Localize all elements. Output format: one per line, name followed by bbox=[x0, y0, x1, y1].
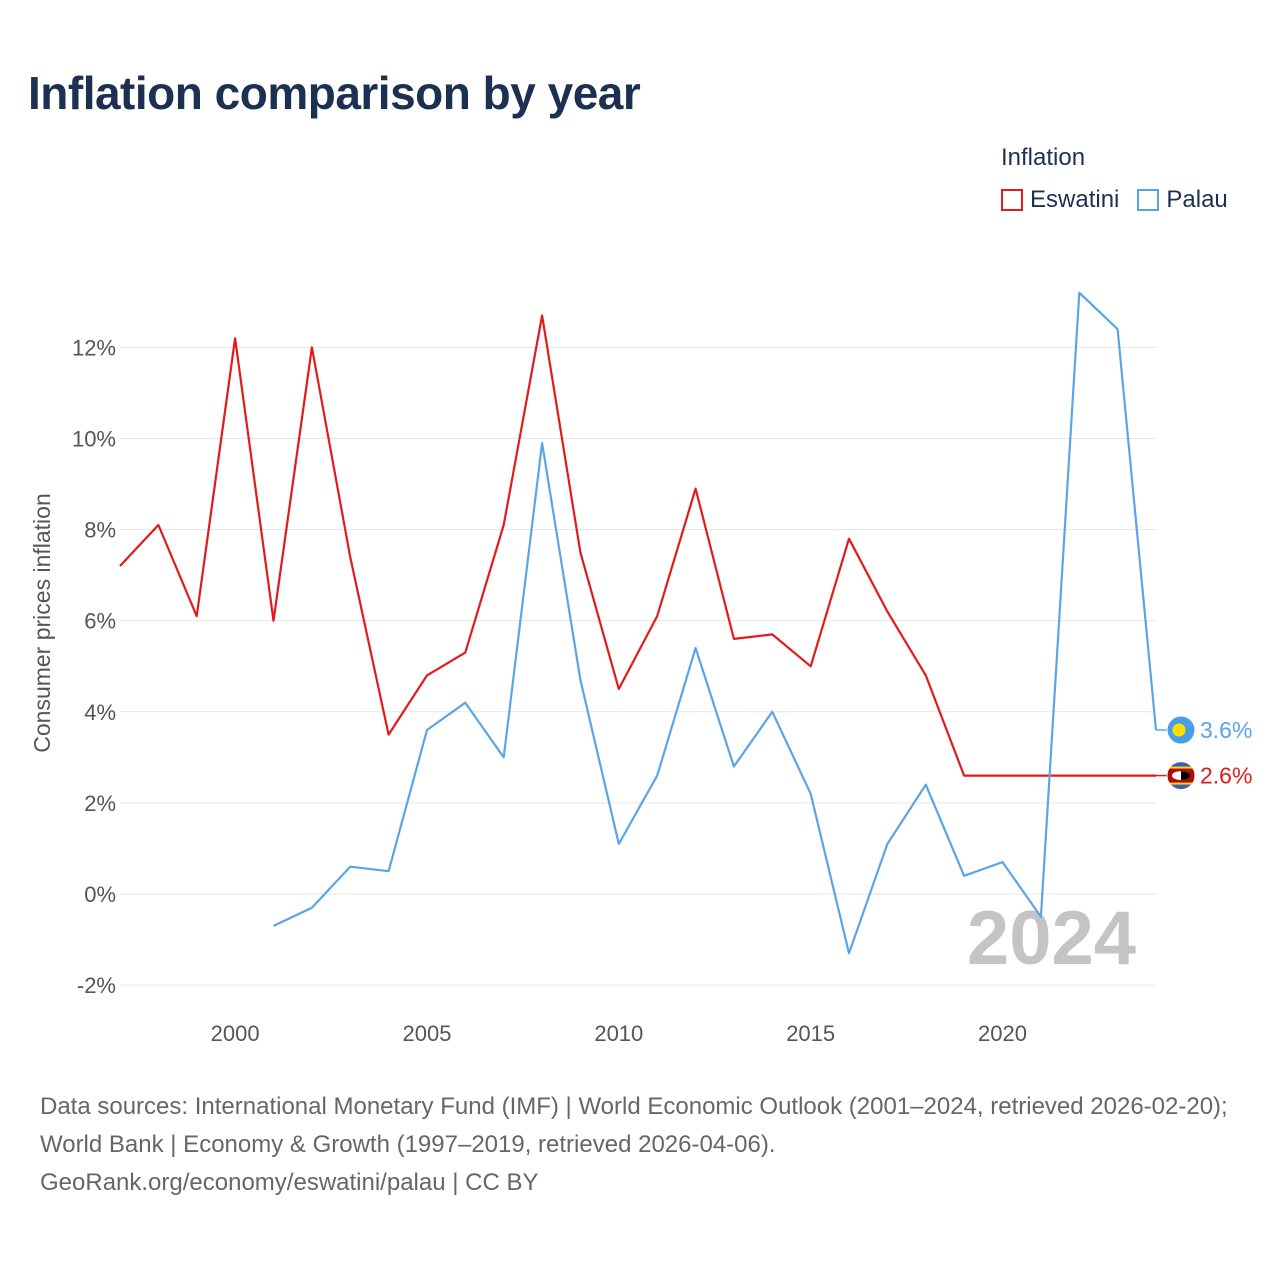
data-point-palau[interactable] bbox=[384, 866, 394, 876]
y-tick-label: 10% bbox=[72, 427, 116, 452]
data-point-palau[interactable] bbox=[537, 438, 547, 448]
footer-sources: Data sources: International Monetary Fun… bbox=[40, 1093, 1228, 1158]
year-watermark: 2024 bbox=[967, 896, 1136, 981]
data-point-eswatini[interactable] bbox=[422, 670, 432, 680]
legend: Eswatini Palau bbox=[1001, 186, 1228, 214]
y-tick-label: 4% bbox=[84, 700, 116, 725]
data-point-eswatini[interactable] bbox=[307, 342, 317, 352]
data-point-palau[interactable] bbox=[921, 780, 931, 790]
y-tick-label: -2% bbox=[77, 973, 116, 998]
data-point-palau[interactable] bbox=[767, 707, 777, 717]
y-axis-label: Consumer prices inflation bbox=[29, 493, 55, 753]
series-line-eswatini[interactable] bbox=[119, 314, 1156, 777]
data-point-eswatini[interactable] bbox=[767, 629, 777, 639]
data-point-palau[interactable] bbox=[307, 903, 317, 913]
data-point-palau[interactable] bbox=[691, 643, 701, 653]
footer-attribution[interactable]: GeoRank.org/economy/eswatini/palau | CC … bbox=[40, 1169, 539, 1196]
data-point-eswatini[interactable] bbox=[882, 607, 892, 617]
x-tick-label: 2000 bbox=[211, 1021, 260, 1046]
data-point-eswatini[interactable] bbox=[499, 520, 509, 530]
y-tick-label: 8% bbox=[84, 518, 116, 543]
data-point-eswatini[interactable] bbox=[345, 552, 355, 562]
data-point-palau[interactable] bbox=[268, 921, 278, 931]
x-tick-label: 2010 bbox=[594, 1021, 643, 1046]
y-axis-ticks: -2% 0% 2% 4% 6% 8% 10% 12% bbox=[72, 335, 116, 998]
y-tick-label: 12% bbox=[72, 335, 116, 360]
data-point-palau[interactable] bbox=[844, 948, 854, 958]
legend-swatch-palau bbox=[1137, 189, 1160, 211]
data-point-palau[interactable] bbox=[959, 871, 969, 881]
data-point-eswatini[interactable] bbox=[575, 547, 585, 557]
eswatini-flag-icon bbox=[1166, 761, 1196, 791]
chart-title: Inflation comparison by year bbox=[28, 67, 641, 119]
x-tick-label: 2005 bbox=[402, 1021, 451, 1046]
data-point-eswatini[interactable] bbox=[691, 484, 701, 494]
y-tick-label: 2% bbox=[84, 791, 116, 816]
data-point-eswatini[interactable] bbox=[844, 534, 854, 544]
data-point-palau[interactable] bbox=[998, 857, 1008, 867]
series-line-palau[interactable] bbox=[273, 291, 1158, 955]
y-tick-label: 0% bbox=[84, 882, 116, 907]
legend-item-palau[interactable]: Palau bbox=[1137, 186, 1228, 214]
legend-label-palau: Palau bbox=[1166, 186, 1228, 213]
data-point-palau[interactable] bbox=[345, 862, 355, 872]
data-point-eswatini[interactable] bbox=[959, 771, 969, 781]
data-point-eswatini[interactable] bbox=[652, 611, 662, 621]
data-point-palau[interactable] bbox=[882, 839, 892, 849]
data-point-palau[interactable] bbox=[460, 698, 470, 708]
data-point-eswatini[interactable] bbox=[384, 730, 394, 740]
gridlines bbox=[120, 346, 1156, 986]
data-point-palau[interactable] bbox=[1113, 324, 1123, 334]
footer: Data sources: International Monetary Fun… bbox=[40, 1088, 1250, 1202]
end-value-label-eswatini: 2.6% bbox=[1200, 763, 1252, 789]
data-point-eswatini[interactable] bbox=[460, 648, 470, 658]
data-point-palau[interactable] bbox=[652, 771, 662, 781]
end-markers: 2.6% 3.6% bbox=[1156, 715, 1252, 791]
end-value-label-palau: 3.6% bbox=[1200, 717, 1252, 743]
data-point-palau[interactable] bbox=[729, 761, 739, 771]
data-point-eswatini[interactable] bbox=[729, 634, 739, 644]
data-point-eswatini[interactable] bbox=[268, 616, 278, 626]
data-point-eswatini[interactable] bbox=[115, 561, 125, 571]
data-point-eswatini[interactable] bbox=[153, 520, 163, 530]
data-point-eswatini[interactable] bbox=[614, 684, 624, 694]
legend-item-eswatini[interactable]: Eswatini bbox=[1001, 186, 1119, 214]
series-lines bbox=[115, 288, 1158, 958]
y-tick-label: 6% bbox=[84, 609, 116, 634]
x-axis-ticks: 2000 2005 2010 2015 2020 bbox=[211, 1021, 1027, 1046]
data-point-eswatini[interactable] bbox=[192, 611, 202, 621]
data-point-palau[interactable] bbox=[806, 789, 816, 799]
data-point-eswatini[interactable] bbox=[921, 670, 931, 680]
data-point-palau[interactable] bbox=[575, 675, 585, 685]
data-point-palau[interactable] bbox=[499, 752, 509, 762]
data-point-palau[interactable] bbox=[1036, 912, 1046, 922]
legend-label-eswatini: Eswatini bbox=[1030, 186, 1120, 213]
data-point-eswatini[interactable] bbox=[806, 661, 816, 671]
line-chart: -2% 0% 2% 4% 6% 8% 10% 12% 2000 2005 2010 2015 2020… bbox=[29, 288, 1252, 1046]
data-point-palau[interactable] bbox=[1074, 288, 1084, 298]
legend-title: Inflation bbox=[1001, 144, 1086, 171]
data-point-eswatini[interactable] bbox=[537, 311, 547, 321]
x-tick-label: 2015 bbox=[786, 1021, 835, 1046]
data-point-eswatini[interactable] bbox=[230, 333, 240, 343]
palau-flag-icon bbox=[1166, 715, 1196, 745]
legend-swatch-eswatini bbox=[1001, 189, 1023, 211]
x-tick-label: 2020 bbox=[978, 1021, 1027, 1046]
data-point-palau[interactable] bbox=[614, 839, 624, 849]
data-point-palau[interactable] bbox=[422, 725, 432, 735]
